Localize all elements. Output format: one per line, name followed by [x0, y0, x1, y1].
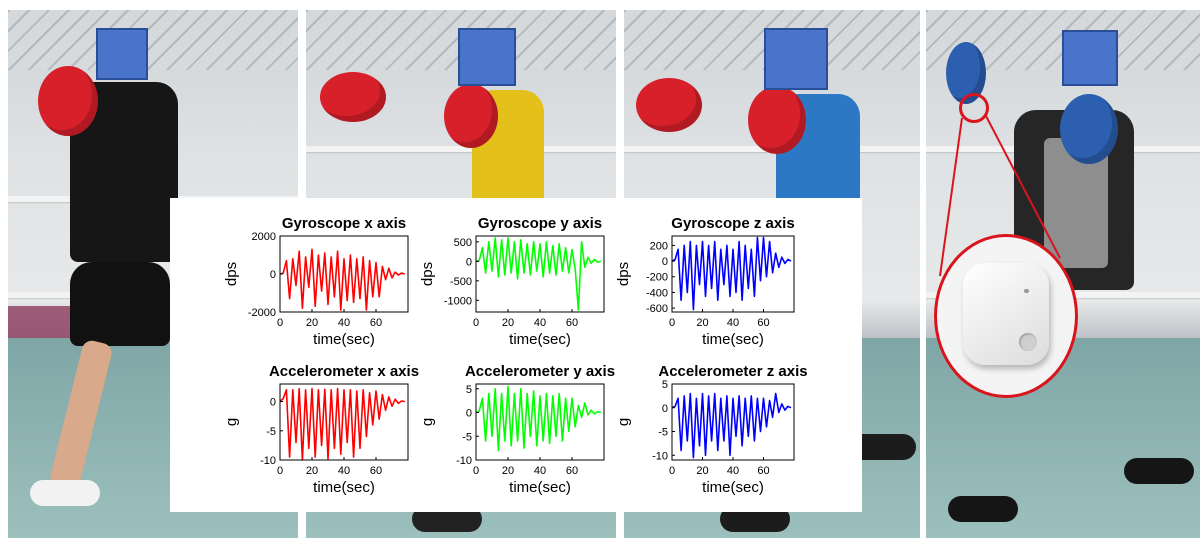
chart-title: Gyroscope z axis	[671, 215, 794, 232]
y-tick-label: 0	[270, 269, 276, 281]
chart-5: Accelerometer y axis 0 20 40 60 -10 -5 0 5 time(s…	[419, 363, 615, 496]
boxing-glove-icon	[636, 78, 702, 132]
x-tick-label: 0	[669, 465, 675, 477]
y-tick-label: -1000	[444, 295, 472, 307]
boxing-glove-icon	[1060, 94, 1118, 164]
x-tick-label: 20	[696, 317, 708, 329]
x-tick-label: 20	[502, 317, 514, 329]
y-tick-label: -10	[456, 455, 472, 467]
y-tick-label: 200	[650, 240, 668, 252]
x-tick-label: 60	[566, 465, 578, 477]
y-tick-label: 500	[454, 237, 472, 249]
face-mask	[1062, 30, 1118, 86]
x-tick-label: 0	[277, 465, 283, 477]
chart-title: Accelerometer z axis	[658, 363, 807, 380]
x-axis-label: time(sec)	[509, 331, 571, 348]
y-tick-label: 2000	[252, 231, 276, 243]
x-axis-label: time(sec)	[702, 331, 764, 348]
boxing-glove-icon	[320, 72, 386, 122]
face-mask	[764, 28, 828, 90]
x-tick-label: 20	[306, 465, 318, 477]
x-axis-label: time(sec)	[509, 479, 571, 496]
x-axis-label: time(sec)	[313, 331, 375, 348]
x-tick-label: 0	[669, 317, 675, 329]
x-tick-label: 0	[473, 317, 479, 329]
y-tick-label: -10	[260, 455, 276, 467]
y-tick-label: 0	[466, 408, 472, 420]
x-tick-label: 40	[534, 317, 546, 329]
y-tick-label: 0	[662, 403, 668, 415]
boxing-glove-icon	[38, 66, 98, 136]
y-tick-label: -2000	[248, 307, 276, 319]
y-axis-label: dps	[223, 262, 240, 286]
x-tick-label: 60	[370, 317, 382, 329]
chart-title: Accelerometer y axis	[465, 363, 615, 380]
series-line	[279, 248, 406, 311]
sensor-charts-panel: Gyroscope x axis 0 20 40 60 -2000 0 2000 time(se…	[170, 198, 862, 512]
chart-6: Accelerometer z axis 0 20 40 60 -10 -5 0 5 time(s…	[615, 363, 808, 496]
x-axis-label: time(sec)	[313, 479, 375, 496]
y-tick-label: -5	[462, 431, 472, 443]
x-axis-label: time(sec)	[702, 479, 764, 496]
x-tick-label: 20	[696, 465, 708, 477]
x-tick-label: 40	[727, 317, 739, 329]
chart-4: Accelerometer x axis 0 20 40 60 -10 -5 0 time(se…	[223, 363, 419, 496]
x-tick-label: 40	[727, 465, 739, 477]
y-tick-label: -400	[646, 287, 668, 299]
y-tick-label: -5	[266, 426, 276, 438]
imu-sensor-icon	[963, 263, 1049, 365]
y-tick-label: -200	[646, 272, 668, 284]
series-line	[671, 236, 792, 311]
x-tick-label: 60	[566, 317, 578, 329]
sensor-callout	[934, 234, 1078, 398]
series-line	[671, 392, 792, 459]
y-tick-label: 5	[466, 384, 472, 396]
boxing-glove-icon	[444, 84, 498, 148]
y-tick-label: 0	[466, 256, 472, 268]
x-tick-label: 20	[306, 317, 318, 329]
boxing-glove-icon	[748, 86, 806, 154]
y-tick-label: -5	[658, 427, 668, 439]
x-tick-label: 20	[502, 465, 514, 477]
y-tick-label: -600	[646, 303, 668, 315]
x-tick-label: 40	[338, 465, 350, 477]
y-tick-label: 0	[662, 256, 668, 268]
chart-title: Gyroscope y axis	[478, 215, 602, 232]
sensor-location-marker	[959, 93, 989, 123]
x-tick-label: 60	[757, 465, 769, 477]
x-tick-label: 0	[473, 465, 479, 477]
x-tick-label: 40	[338, 317, 350, 329]
series-line	[475, 385, 602, 452]
y-axis-label: dps	[419, 262, 436, 286]
chart-2: Gyroscope y axis 0 20 40 60 -1000 -500 0 500 time…	[419, 215, 605, 348]
y-tick-label: 0	[270, 397, 276, 409]
y-tick-label: -500	[450, 276, 472, 288]
y-axis-label: dps	[615, 262, 632, 286]
face-mask	[96, 28, 148, 80]
series-line	[279, 387, 405, 461]
y-tick-label: 5	[662, 379, 668, 391]
y-axis-label: g	[419, 418, 436, 426]
y-axis-label: g	[615, 418, 632, 426]
series-line	[475, 237, 601, 311]
y-tick-label: -10	[652, 450, 668, 462]
face-mask	[458, 28, 516, 86]
chart-title: Gyroscope x axis	[282, 215, 406, 232]
x-tick-label: 40	[534, 465, 546, 477]
x-tick-label: 60	[757, 317, 769, 329]
chart-title: Accelerometer x axis	[269, 363, 419, 380]
plot-frame	[279, 235, 409, 313]
x-tick-label: 60	[370, 465, 382, 477]
x-tick-label: 0	[277, 317, 283, 329]
y-axis-label: g	[223, 418, 240, 426]
chart-3: Gyroscope z axis 0 20 40 60 -600 -400 -200 0 200 t…	[615, 215, 795, 348]
